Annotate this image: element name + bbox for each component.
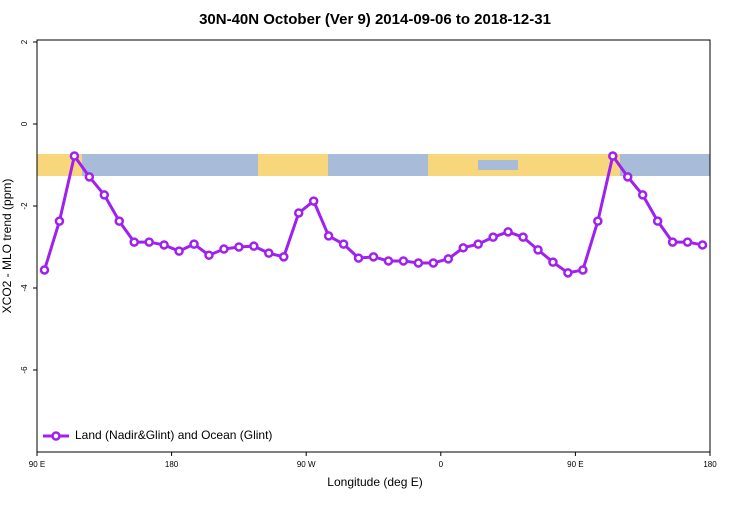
point [69,151,80,161]
point [114,216,125,226]
y-tick-label: 2 [20,39,29,44]
point [234,242,244,252]
map-strip [37,154,710,176]
y-tick-label: 0 [20,121,29,126]
point [159,240,169,250]
plot-frame [36,39,711,453]
point [368,252,379,262]
x-axis-label: Longitude (deg E) [327,475,422,489]
point [189,239,199,249]
point [622,172,633,182]
point [428,258,439,268]
legend-label: Land (Nadir&Glint) and Ocean (Glint) [75,428,272,442]
chart-title: 30N-40N October (Ver 9) 2014-09-06 to 20… [199,11,551,28]
point [54,216,65,226]
point [518,232,528,242]
y-tick-label: -4 [20,284,29,292]
point [443,254,454,264]
point [279,252,289,262]
x-tick-label: 0 [439,460,444,469]
point [608,151,618,161]
point [398,256,409,266]
point [652,216,663,226]
point [293,208,304,218]
point [308,196,319,206]
point [338,239,349,249]
point [383,256,394,266]
point [503,227,513,237]
point [84,172,95,182]
x-tick-label: 90 W [297,460,316,469]
point [413,258,424,268]
point [219,244,229,254]
point [264,248,274,258]
point [458,243,468,253]
point [548,257,558,267]
point [473,239,483,249]
legend-marker [51,431,61,441]
point [144,237,154,247]
x-tick-label: 90 E [29,460,45,469]
point [593,216,603,226]
land [258,154,328,176]
point [637,190,648,200]
x-tick-label: 90 E [567,460,583,469]
point [488,232,498,242]
point [39,265,50,275]
point [323,231,334,241]
y-axis-label: XCO2 - MLO trend (ppm) [0,179,14,314]
x-tick-label: 180 [703,460,717,469]
y-tick-label: -6 [20,366,29,374]
x-tick-label: 180 [165,460,179,469]
sea [478,160,518,170]
point [533,245,543,255]
point [99,190,110,200]
point [667,237,678,247]
point [204,250,214,260]
point [353,253,364,263]
point [249,241,259,251]
point [697,240,708,250]
point [129,237,139,247]
point [174,246,184,256]
point [563,268,573,278]
point [578,265,588,275]
point [682,237,693,247]
y-tick-label: -2 [20,202,29,210]
